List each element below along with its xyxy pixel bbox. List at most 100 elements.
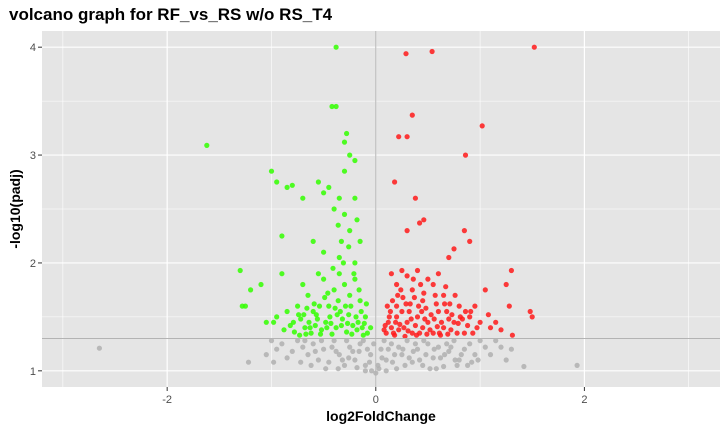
ns-point bbox=[381, 338, 387, 344]
up-point bbox=[397, 321, 403, 327]
ns-point bbox=[369, 368, 375, 374]
down-point bbox=[357, 238, 363, 244]
up-point bbox=[396, 134, 402, 140]
down-point bbox=[362, 314, 368, 320]
ns-point bbox=[339, 357, 345, 363]
down-point bbox=[300, 281, 306, 288]
up-point bbox=[498, 327, 504, 333]
up-point bbox=[404, 319, 410, 325]
down-point bbox=[348, 303, 354, 309]
down-point bbox=[347, 292, 353, 298]
up-point bbox=[404, 273, 410, 279]
down-point bbox=[339, 316, 345, 322]
ns-point bbox=[412, 341, 418, 347]
ns-point bbox=[331, 338, 337, 344]
down-point bbox=[327, 314, 333, 320]
down-point bbox=[346, 312, 352, 318]
up-point bbox=[398, 287, 404, 293]
down-point bbox=[279, 233, 285, 239]
up-point bbox=[449, 312, 455, 318]
down-point bbox=[346, 244, 352, 250]
ns-point bbox=[417, 357, 423, 363]
up-point bbox=[430, 330, 436, 336]
up-point bbox=[387, 308, 393, 315]
up-point bbox=[424, 331, 430, 337]
up-point bbox=[390, 330, 397, 336]
up-point bbox=[444, 308, 450, 315]
data-points bbox=[96, 44, 580, 376]
x-tick-label: 2 bbox=[581, 394, 587, 406]
down-point bbox=[326, 184, 332, 190]
down-point bbox=[310, 308, 316, 315]
up-point bbox=[432, 292, 438, 298]
down-point bbox=[314, 316, 320, 322]
ns-point bbox=[379, 355, 385, 361]
ns-point bbox=[392, 352, 398, 358]
down-point bbox=[354, 217, 360, 223]
ns-point bbox=[300, 344, 306, 350]
ns-point bbox=[452, 357, 458, 363]
up-point bbox=[443, 284, 449, 290]
up-point bbox=[410, 276, 416, 282]
ns-point bbox=[521, 363, 527, 370]
ns-point bbox=[430, 355, 436, 361]
x-tick-label: 0 bbox=[373, 394, 379, 406]
ns-point bbox=[329, 344, 335, 350]
ns-point bbox=[404, 338, 410, 344]
down-point bbox=[258, 281, 264, 288]
down-point bbox=[350, 322, 356, 329]
up-point bbox=[529, 314, 535, 320]
down-point bbox=[341, 139, 348, 145]
down-point bbox=[317, 331, 324, 337]
down-point bbox=[318, 327, 325, 333]
down-point bbox=[307, 325, 313, 331]
ns-point bbox=[378, 346, 384, 352]
down-point bbox=[330, 265, 336, 271]
ns-point bbox=[346, 355, 352, 361]
down-point bbox=[302, 325, 308, 331]
ns-point bbox=[420, 362, 426, 368]
down-point bbox=[271, 319, 277, 325]
down-point bbox=[347, 152, 353, 158]
up-point bbox=[388, 271, 394, 277]
up-point bbox=[393, 319, 399, 325]
ns-point bbox=[298, 359, 304, 365]
ns-point bbox=[305, 352, 311, 358]
ns-point bbox=[402, 362, 408, 368]
up-point bbox=[414, 314, 421, 320]
down-point bbox=[300, 195, 306, 201]
up-point bbox=[403, 51, 409, 57]
up-point bbox=[506, 303, 512, 309]
ns-point bbox=[356, 348, 362, 354]
down-point bbox=[352, 157, 358, 164]
up-point bbox=[412, 322, 418, 329]
down-point bbox=[338, 238, 344, 244]
up-point bbox=[461, 228, 467, 234]
down-point bbox=[310, 238, 316, 244]
ns-point bbox=[389, 359, 396, 365]
up-point bbox=[446, 316, 452, 322]
up-point bbox=[404, 134, 410, 140]
up-point bbox=[428, 312, 434, 318]
down-point bbox=[321, 276, 327, 282]
up-point bbox=[485, 312, 491, 318]
ns-point bbox=[406, 355, 412, 361]
ns-point bbox=[409, 359, 415, 365]
up-point bbox=[493, 319, 499, 325]
up-point bbox=[418, 281, 424, 288]
reference-lines bbox=[42, 31, 720, 387]
ns-point bbox=[493, 338, 499, 344]
down-point bbox=[332, 305, 338, 311]
ns-point bbox=[400, 346, 406, 352]
up-point bbox=[412, 195, 418, 201]
ns-point bbox=[321, 346, 327, 352]
down-point bbox=[331, 206, 337, 212]
down-point bbox=[308, 330, 314, 336]
down-point bbox=[284, 308, 290, 315]
up-point bbox=[451, 246, 457, 252]
up-point bbox=[482, 287, 488, 293]
ns-point bbox=[268, 338, 275, 344]
ns-point bbox=[357, 341, 363, 347]
down-point bbox=[326, 303, 332, 309]
up-point bbox=[447, 301, 453, 307]
